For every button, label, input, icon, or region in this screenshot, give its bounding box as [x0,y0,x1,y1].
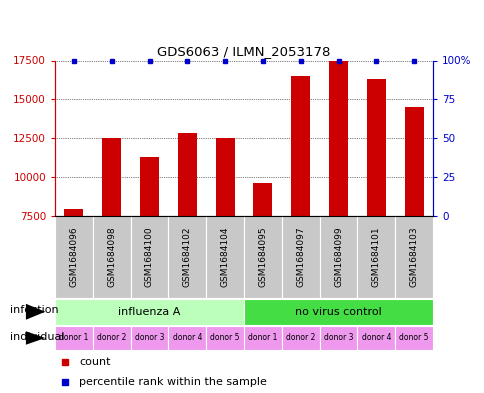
Text: GSM1684095: GSM1684095 [258,226,267,287]
Text: infection: infection [10,305,58,315]
Bar [130,326,168,350]
Bar [55,215,92,298]
Bar [366,79,385,215]
Title: GDS6063 / ILMN_2053178: GDS6063 / ILMN_2053178 [157,45,330,58]
Text: GSM1684100: GSM1684100 [145,226,154,287]
Text: percentile rank within the sample: percentile rank within the sample [79,377,267,387]
Text: GSM1684103: GSM1684103 [409,226,418,287]
Text: individual: individual [10,332,64,342]
Bar [215,138,234,215]
Text: GSM1684097: GSM1684097 [296,226,304,287]
Polygon shape [26,331,45,345]
Text: donor 5: donor 5 [398,334,428,343]
Text: donor 2: donor 2 [97,334,126,343]
Text: GSM1684096: GSM1684096 [69,226,78,287]
Bar [168,215,206,298]
Polygon shape [26,304,45,320]
Bar [319,326,357,350]
Bar [140,156,159,215]
Bar [432,299,484,325]
Bar [394,215,432,298]
Bar [328,61,347,215]
Bar [291,76,309,215]
Text: donor 4: donor 4 [361,334,390,343]
Text: influenza A: influenza A [118,307,181,317]
Bar [92,215,130,298]
Bar [178,133,197,215]
Bar [281,326,319,350]
Bar [394,326,432,350]
Text: donor 4: donor 4 [172,334,202,343]
Text: donor 1: donor 1 [248,334,277,343]
Text: GSM1684099: GSM1684099 [333,226,342,287]
Bar [281,215,319,298]
Bar [55,326,92,350]
Bar [92,326,130,350]
Text: GSM1684098: GSM1684098 [107,226,116,287]
Text: count: count [79,357,110,367]
Bar [206,326,243,350]
Bar [404,107,423,215]
Bar [319,215,357,298]
Bar [243,299,432,325]
Bar [206,215,243,298]
Bar [102,138,121,215]
Text: GSM1684101: GSM1684101 [371,226,380,287]
Text: donor 2: donor 2 [286,334,315,343]
Bar [357,215,394,298]
Text: donor 3: donor 3 [135,334,164,343]
Text: donor 5: donor 5 [210,334,240,343]
Bar [130,215,168,298]
Bar [243,326,281,350]
Bar [168,326,206,350]
Bar [357,326,394,350]
Text: GSM1684104: GSM1684104 [220,226,229,287]
Text: donor 1: donor 1 [59,334,89,343]
Text: no virus control: no virus control [295,307,381,317]
Text: GSM1684102: GSM1684102 [182,226,191,287]
Text: donor 3: donor 3 [323,334,352,343]
Bar [64,209,83,215]
Bar [243,215,281,298]
Bar [253,183,272,215]
Bar [55,299,243,325]
